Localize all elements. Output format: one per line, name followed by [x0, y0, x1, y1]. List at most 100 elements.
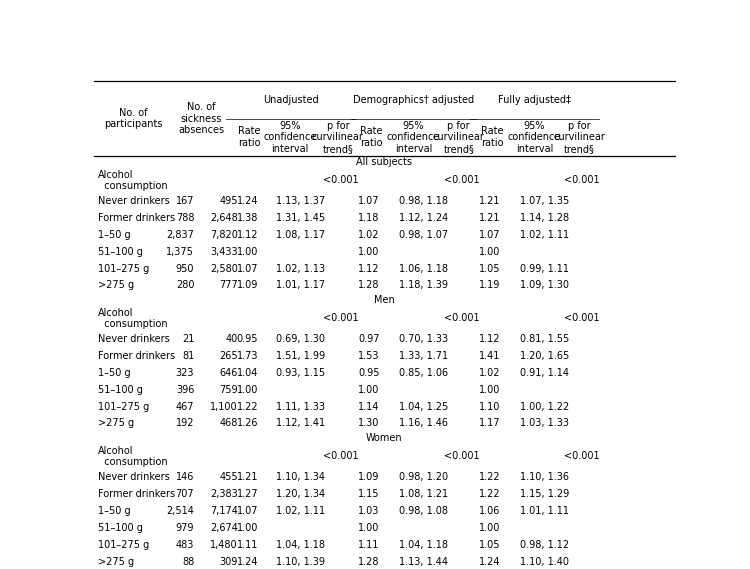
Text: 1–50 g: 1–50 g [98, 230, 131, 240]
Text: 1.00: 1.00 [358, 385, 380, 395]
Text: 1.17: 1.17 [479, 418, 501, 428]
Text: 1.38: 1.38 [237, 213, 258, 223]
Text: 2,648: 2,648 [210, 213, 238, 223]
Text: 1.06: 1.06 [479, 506, 501, 516]
Text: <0.001: <0.001 [564, 451, 600, 461]
Text: 1.00: 1.00 [237, 523, 258, 533]
Text: 1.07: 1.07 [237, 263, 258, 274]
Text: 1.10: 1.10 [479, 402, 501, 411]
Text: 1.22: 1.22 [236, 402, 258, 411]
Text: Rate
ratio: Rate ratio [238, 126, 261, 148]
Text: 101–275 g: 101–275 g [98, 402, 150, 411]
Text: 1.03: 1.03 [358, 506, 380, 516]
Text: 1.14, 1.28: 1.14, 1.28 [520, 213, 569, 223]
Text: 1.53: 1.53 [358, 351, 380, 361]
Text: 1.04, 1.18: 1.04, 1.18 [400, 539, 448, 550]
Text: 1.12, 1.24: 1.12, 1.24 [400, 213, 448, 223]
Text: 1.00: 1.00 [358, 523, 380, 533]
Text: 1.09: 1.09 [358, 472, 380, 482]
Text: 1.10, 1.34: 1.10, 1.34 [276, 472, 326, 482]
Text: Unadjusted: Unadjusted [263, 95, 319, 105]
Text: 167: 167 [176, 196, 194, 206]
Text: 1–50 g: 1–50 g [98, 506, 131, 516]
Text: Women: Women [366, 433, 403, 443]
Text: 1.00: 1.00 [237, 385, 258, 395]
Text: 51–100 g: 51–100 g [98, 247, 143, 257]
Text: 646: 646 [220, 368, 238, 378]
Text: 1.02: 1.02 [479, 368, 501, 378]
Text: 0.85, 1.06: 0.85, 1.06 [400, 368, 448, 378]
Text: 95%
confidence
interval: 95% confidence interval [508, 121, 561, 154]
Text: 1.12: 1.12 [358, 263, 380, 274]
Text: Alcohol
  consumption: Alcohol consumption [98, 446, 168, 467]
Text: 0.70, 1.33: 0.70, 1.33 [400, 334, 448, 344]
Text: 1.28: 1.28 [358, 556, 380, 567]
Text: 1.27: 1.27 [236, 489, 258, 499]
Text: 0.98, 1.08: 0.98, 1.08 [400, 506, 448, 516]
Text: 1.19: 1.19 [479, 281, 501, 291]
Text: 51–100 g: 51–100 g [98, 385, 143, 395]
Text: 1.08, 1.17: 1.08, 1.17 [276, 230, 326, 240]
Text: 2,674: 2,674 [210, 523, 238, 533]
Text: Demographics† adjusted: Demographics† adjusted [352, 95, 474, 105]
Text: 1.12, 1.41: 1.12, 1.41 [276, 418, 326, 428]
Text: <0.001: <0.001 [323, 451, 358, 461]
Text: 1,480: 1,480 [210, 539, 238, 550]
Text: Fully adjusted‡: Fully adjusted‡ [499, 95, 572, 105]
Text: 1.00: 1.00 [479, 523, 501, 533]
Text: 1.24: 1.24 [479, 556, 501, 567]
Text: Alcohol
  consumption: Alcohol consumption [98, 308, 168, 329]
Text: 788: 788 [176, 213, 194, 223]
Text: 0.98, 1.07: 0.98, 1.07 [400, 230, 448, 240]
Text: 1.00: 1.00 [479, 385, 501, 395]
Text: >275 g: >275 g [98, 281, 134, 291]
Text: 1.14: 1.14 [358, 402, 380, 411]
Text: p for
curvilinear
trend§: p for curvilinear trend§ [433, 121, 484, 154]
Text: 2,837: 2,837 [166, 230, 194, 240]
Text: 0.98, 1.18: 0.98, 1.18 [400, 196, 448, 206]
Text: 309: 309 [220, 556, 238, 567]
Text: Former drinkers: Former drinkers [98, 489, 176, 499]
Text: p for
curvilinear
trend§: p for curvilinear trend§ [312, 121, 364, 154]
Text: 88: 88 [182, 556, 194, 567]
Text: 1.09: 1.09 [237, 281, 258, 291]
Text: 396: 396 [176, 385, 194, 395]
Text: 1.02: 1.02 [358, 230, 380, 240]
Text: Never drinkers: Never drinkers [98, 196, 170, 206]
Text: 0.95: 0.95 [237, 334, 258, 344]
Text: 759: 759 [219, 385, 238, 395]
Text: 1.10, 1.40: 1.10, 1.40 [520, 556, 569, 567]
Text: 1.04, 1.25: 1.04, 1.25 [400, 402, 448, 411]
Text: 495: 495 [220, 196, 238, 206]
Text: 1.30: 1.30 [358, 418, 380, 428]
Text: 1–50 g: 1–50 g [98, 368, 131, 378]
Text: <0.001: <0.001 [444, 451, 479, 461]
Text: 1.15: 1.15 [358, 489, 380, 499]
Text: Rate
ratio: Rate ratio [481, 126, 503, 148]
Text: 280: 280 [176, 281, 194, 291]
Text: 707: 707 [176, 489, 194, 499]
Text: <0.001: <0.001 [564, 314, 600, 323]
Text: >275 g: >275 g [98, 418, 134, 428]
Text: 2,580: 2,580 [210, 263, 238, 274]
Text: 1.07, 1.35: 1.07, 1.35 [520, 196, 570, 206]
Text: 467: 467 [176, 402, 194, 411]
Text: 1.04, 1.18: 1.04, 1.18 [276, 539, 326, 550]
Text: 1.07: 1.07 [237, 506, 258, 516]
Text: No. of
sickness
absences: No. of sickness absences [178, 102, 225, 135]
Text: 40: 40 [226, 334, 238, 344]
Text: 979: 979 [176, 523, 194, 533]
Text: 1.21: 1.21 [479, 196, 501, 206]
Text: 0.98, 1.20: 0.98, 1.20 [400, 472, 448, 482]
Text: 51–100 g: 51–100 g [98, 523, 143, 533]
Text: 1,100: 1,100 [210, 402, 238, 411]
Text: 468: 468 [220, 418, 238, 428]
Text: 1.15, 1.29: 1.15, 1.29 [520, 489, 570, 499]
Text: 2,383: 2,383 [210, 489, 238, 499]
Text: 1.24: 1.24 [237, 556, 258, 567]
Text: 7,820: 7,820 [210, 230, 238, 240]
Text: 1.73: 1.73 [237, 351, 258, 361]
Text: 1.21: 1.21 [479, 213, 501, 223]
Text: 1.13, 1.37: 1.13, 1.37 [276, 196, 326, 206]
Text: 1.10, 1.39: 1.10, 1.39 [276, 556, 326, 567]
